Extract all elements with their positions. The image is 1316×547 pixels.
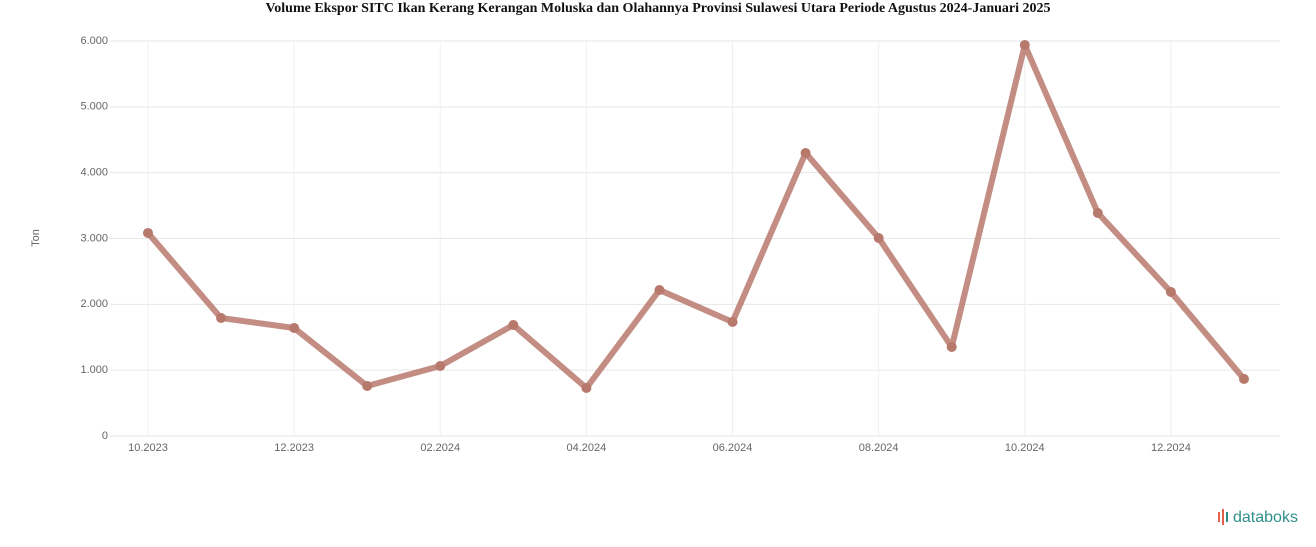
point <box>289 322 300 333</box>
x-tick-label: 04.2024 <box>567 442 607 454</box>
point <box>435 361 446 372</box>
y-tick-label: 6.000 <box>80 35 108 47</box>
point <box>1239 373 1249 384</box>
y-tick-label: 3.000 <box>80 232 108 244</box>
point <box>1165 287 1176 298</box>
y-tick-label: 1.000 <box>80 364 108 376</box>
point <box>216 313 227 324</box>
point <box>946 341 957 352</box>
x-tick-label: 08.2024 <box>859 442 899 454</box>
point <box>362 380 373 391</box>
chart-title: Volume Ekspor SITC Ikan Kerang Kerangan … <box>265 1 1050 16</box>
y-axis-label: Ton <box>30 229 42 247</box>
y-tick-label: 5.000 <box>80 101 108 113</box>
x-tick-label: 12.2023 <box>274 442 314 454</box>
point <box>873 232 884 243</box>
x-tick-label: 12.2024 <box>1151 442 1191 454</box>
series-line <box>145 42 1247 392</box>
point <box>581 383 592 394</box>
x-tick-label: 10.2023 <box>128 442 168 454</box>
x-tick-label: 02.2024 <box>420 442 460 454</box>
brand: databoks <box>1233 509 1298 526</box>
point <box>1092 208 1103 219</box>
y-tick-label: 0 <box>102 430 108 442</box>
point <box>508 320 519 331</box>
point <box>1019 40 1030 51</box>
point <box>800 147 811 158</box>
x-tick-label: 10.2024 <box>1005 442 1045 454</box>
point <box>727 316 738 327</box>
point <box>143 227 153 238</box>
y-tick-label: 2.000 <box>80 298 108 310</box>
point <box>654 284 665 295</box>
brand-logo: databoks <box>1218 509 1298 526</box>
x-tick-label: 06.2024 <box>713 442 753 454</box>
y-tick-label: 4.000 <box>80 167 108 179</box>
